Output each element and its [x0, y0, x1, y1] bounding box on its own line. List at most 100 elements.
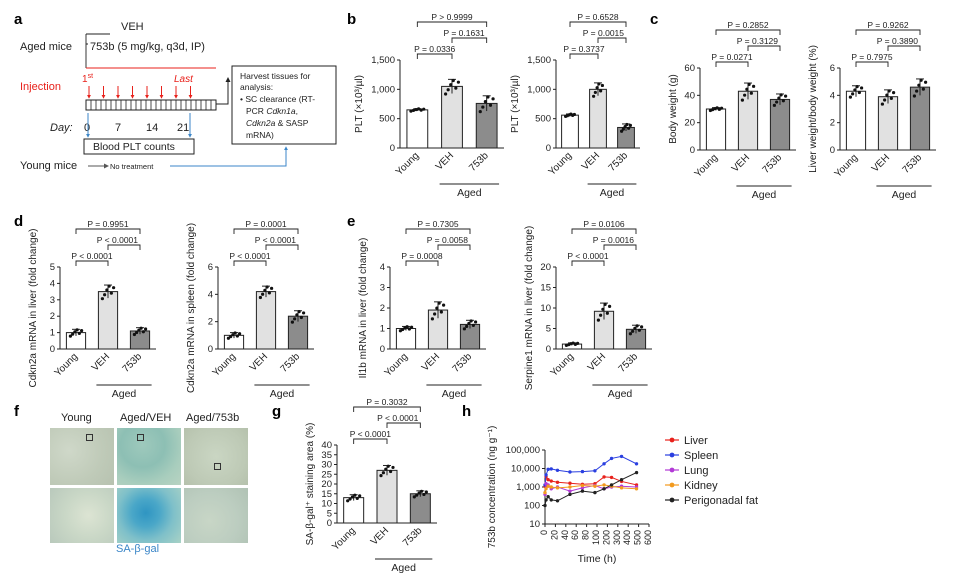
- data-point: [627, 126, 631, 130]
- data-point: [290, 320, 294, 324]
- significance-bracket: [405, 260, 439, 266]
- data-point: [107, 284, 111, 288]
- series-point: [543, 503, 547, 508]
- data-point: [293, 317, 297, 321]
- data-point: [595, 86, 599, 90]
- day-7: 7: [115, 122, 121, 134]
- x-tick-label: Young: [383, 351, 411, 379]
- significance-bracket: [569, 21, 627, 27]
- data-point: [422, 107, 426, 111]
- data-point: [631, 329, 635, 333]
- series-point: [602, 487, 606, 491]
- y-tick-label: 35: [321, 450, 332, 461]
- h-x-tick-label: 400: [622, 530, 632, 545]
- y-tick-label: 500: [379, 114, 395, 125]
- y-tick-label: 1,500: [527, 55, 551, 66]
- data-point: [779, 93, 783, 97]
- h-x-tick-label: 600: [643, 530, 653, 545]
- panel-label-c: c: [650, 11, 658, 28]
- data-point: [743, 93, 747, 97]
- y-tick-label: 0: [380, 344, 385, 355]
- data-point: [435, 306, 439, 310]
- data-point: [417, 491, 421, 495]
- bar-VEH: [376, 469, 398, 524]
- h-x-tick-label: 40: [560, 530, 570, 540]
- significance-bracket: [569, 53, 599, 59]
- y-axis-label: PLT (×10³/µl): [510, 75, 521, 133]
- data-point: [462, 327, 466, 331]
- data-point: [100, 297, 104, 301]
- y-tick-label: 10: [321, 499, 332, 510]
- series-point: [568, 489, 572, 493]
- data-point: [883, 98, 887, 102]
- aged-group-label: Aged: [457, 187, 482, 199]
- series-point: [568, 481, 572, 485]
- day-0: 0: [84, 122, 90, 134]
- p-value-label: P = 0.0015: [583, 28, 624, 38]
- y-tick-label: 60: [684, 63, 695, 74]
- y-tick-label: 4: [830, 90, 835, 101]
- data-point: [358, 494, 362, 498]
- x-tick-label: 753b: [761, 152, 785, 176]
- f-stain-label: SA-β-gal: [116, 543, 159, 555]
- series-point: [544, 473, 548, 477]
- bar-Young: [845, 90, 867, 151]
- data-point: [775, 100, 779, 104]
- x-tick-label: VEH: [586, 351, 608, 373]
- data-point: [411, 108, 416, 113]
- series-point: [602, 483, 606, 487]
- y-tick-label: 4: [380, 262, 385, 273]
- bar-Young: [561, 114, 579, 149]
- data-point: [454, 86, 458, 90]
- data-point: [628, 332, 633, 336]
- data-point: [444, 92, 448, 96]
- blood-box: [83, 138, 195, 155]
- p-value-label: P = 0.0008: [401, 251, 442, 261]
- x-tick-label: Young: [693, 152, 721, 180]
- data-point: [887, 89, 891, 93]
- legend-marker: [669, 497, 675, 503]
- series-point: [543, 490, 547, 495]
- significance-bracket: [386, 422, 421, 428]
- data-point: [258, 295, 262, 300]
- data-point: [471, 323, 475, 327]
- p-value-label: P < 0.0001: [567, 251, 608, 261]
- data-point: [226, 336, 230, 340]
- h-x-tick-label: 100: [591, 530, 601, 545]
- bar-VEH: [441, 85, 463, 149]
- aged-group-label: Aged: [752, 189, 777, 201]
- legend-marker: [669, 452, 675, 458]
- series-point: [634, 487, 639, 491]
- y-tick-label: 500: [535, 114, 551, 125]
- harvest-text: Harvest tissues for analysis: • SC clear…: [240, 71, 317, 140]
- data-point: [346, 499, 350, 503]
- h-x-tick-label: 300: [612, 530, 622, 545]
- y-tick-label: 0: [50, 344, 55, 355]
- y-tick-label: 4: [208, 289, 213, 300]
- data-point: [109, 291, 113, 295]
- y-axis-label: Body weight (g): [668, 74, 679, 143]
- series-point: [555, 486, 560, 490]
- data-point: [772, 103, 777, 107]
- data-point: [141, 330, 145, 334]
- significance-bracket: [887, 45, 921, 51]
- data-point: [572, 112, 577, 117]
- injection-arrows: [87, 86, 193, 99]
- x-tick-label: VEH: [870, 152, 892, 174]
- h-y-tick-label: 10: [529, 519, 540, 530]
- aged-mice-label: Aged mice: [20, 41, 72, 53]
- data-point: [419, 108, 423, 112]
- micrograph-753b-high: [184, 488, 248, 543]
- panel-label-h: h: [462, 403, 471, 420]
- series-point: [634, 470, 639, 475]
- aged-group-label: Aged: [112, 388, 137, 400]
- data-point: [231, 333, 235, 337]
- significance-bracket: [571, 260, 605, 266]
- data-point: [135, 330, 139, 335]
- y-tick-label: 0: [830, 145, 835, 156]
- data-point: [917, 83, 921, 87]
- data-point: [633, 326, 637, 330]
- y-tick-label: 3: [380, 283, 385, 294]
- x-tick-label: 753b: [401, 525, 425, 549]
- panel-label-b: b: [347, 11, 356, 28]
